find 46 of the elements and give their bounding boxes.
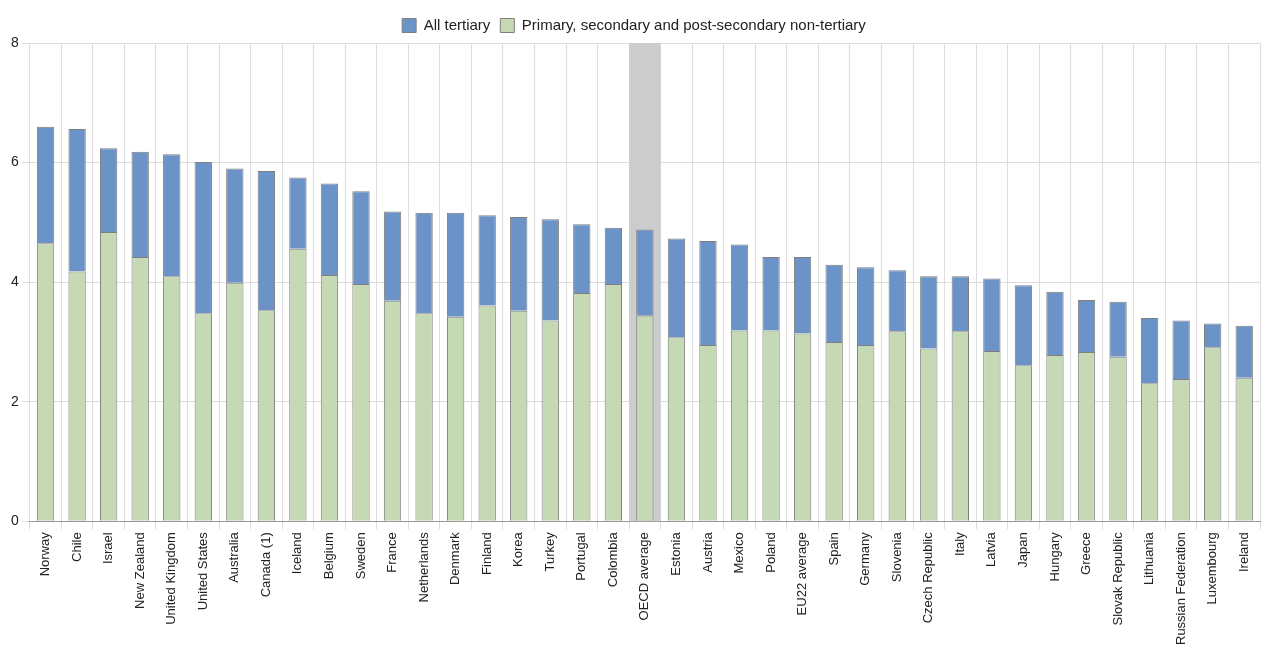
x-tick-label: Greece bbox=[1078, 532, 1094, 575]
x-tick-label: Poland bbox=[762, 532, 778, 573]
x-tick-label: Russian Federation bbox=[1172, 532, 1188, 646]
x-tick-label: Canada (1) bbox=[257, 532, 273, 598]
y-tick-label: 6 bbox=[10, 153, 19, 170]
x-tick-label: France bbox=[384, 532, 400, 573]
x-tick-label: Portugal bbox=[573, 532, 589, 581]
x-tick-label: New Zealand bbox=[131, 532, 147, 609]
x-tick-label: Spain bbox=[825, 532, 841, 566]
x-tick-label: Latvia bbox=[983, 531, 999, 567]
y-tick-label: 4 bbox=[10, 273, 19, 289]
x-tick-label: EU22 average bbox=[794, 532, 810, 616]
x-tick-label: Turkey bbox=[541, 531, 557, 572]
x-tick-label: OECD average bbox=[636, 532, 652, 621]
x-tick-label: Netherlands bbox=[415, 531, 431, 603]
x-tick-label: Luxembourg bbox=[1204, 532, 1220, 605]
x-tick-label: Czech Republic bbox=[920, 531, 936, 624]
x-tick-label: Colombia bbox=[604, 531, 620, 588]
x-tick-label: Ireland bbox=[1235, 532, 1251, 573]
x-tick-label: Denmark bbox=[447, 531, 463, 586]
x-tick-label: Israel bbox=[100, 532, 116, 565]
x-tick-label: Finland bbox=[478, 532, 494, 575]
x-tick-label: Slovak Republic bbox=[1109, 531, 1125, 626]
x-tick-label: Germany bbox=[857, 531, 873, 586]
legend-label: All tertiary bbox=[423, 15, 491, 33]
x-tick-label: Chile bbox=[68, 532, 84, 562]
x-tick-label: Hungary bbox=[1046, 531, 1062, 582]
y-tick-label: 2 bbox=[10, 392, 19, 409]
x-tick-label: Mexico bbox=[731, 532, 747, 574]
legend-label: Primary, secondary and post-secondary non-tertiary bbox=[521, 15, 867, 33]
x-tick-label: Sweden bbox=[352, 532, 368, 580]
x-tick-label: United States bbox=[194, 531, 210, 611]
x-tick-label: Iceland bbox=[289, 532, 305, 575]
x-tick-label: Lithuania bbox=[1141, 531, 1157, 586]
x-tick-label: Austria bbox=[699, 531, 715, 573]
x-tick-label: Korea bbox=[510, 531, 526, 567]
y-tick-label: 8 bbox=[10, 33, 19, 50]
x-tick-label: Estonia bbox=[668, 531, 684, 576]
y-tick-label: 0 bbox=[10, 512, 19, 529]
x-tick-label: Australia bbox=[226, 531, 242, 583]
x-tick-label: Italy bbox=[951, 531, 967, 557]
x-tick-label: United Kingdom bbox=[163, 532, 179, 625]
x-tick-label: Japan bbox=[1015, 532, 1030, 568]
x-tick-label: Norway bbox=[37, 531, 53, 577]
x-tick-label: Slovenia bbox=[888, 531, 904, 583]
x-tick-label: Belgium bbox=[321, 532, 337, 580]
